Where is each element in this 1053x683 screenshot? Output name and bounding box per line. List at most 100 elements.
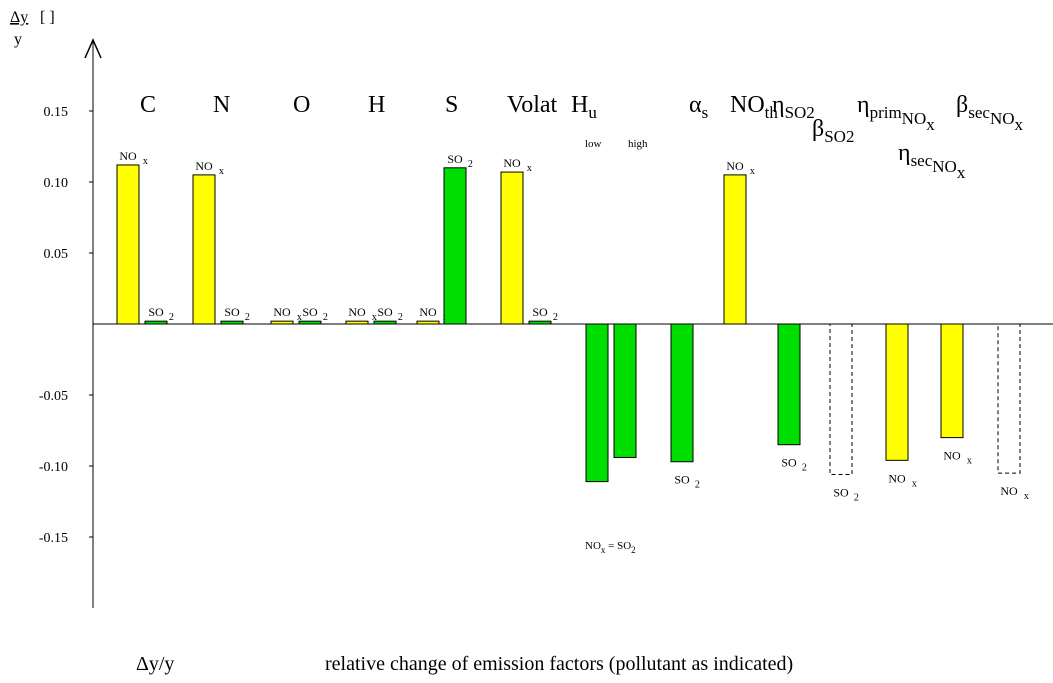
category-label-part: sec: [968, 103, 990, 122]
bar: [298, 320, 322, 325]
y-tick-label: 0.05: [44, 247, 69, 262]
bar-label-part: NO: [726, 159, 744, 173]
category-label-part: x: [957, 163, 966, 182]
bar-label-part: SO: [377, 305, 393, 319]
bar: [829, 323, 853, 476]
category-label-part: sec: [911, 151, 933, 170]
bar-label-part: NO: [195, 159, 213, 173]
category-label-part: u: [588, 103, 597, 122]
category-label-part: 2: [846, 127, 855, 146]
y-tick-label: 0.10: [44, 176, 69, 191]
bar-label: NO x: [726, 159, 755, 177]
bar-label-part: NO: [348, 305, 366, 319]
category-label-part: NO: [730, 92, 765, 118]
bar: [997, 323, 1021, 474]
bar-label-part: 2: [468, 159, 473, 170]
bar-label: NO x: [943, 449, 972, 467]
y-label-top: Δy: [10, 9, 28, 26]
bar-label-part: SO: [302, 305, 318, 319]
bar-label: SO 2: [224, 305, 250, 323]
annotation-part: NO: [585, 540, 601, 552]
bar-label: SO 2: [674, 473, 700, 491]
bar: [940, 323, 964, 439]
category-label-part: prim: [870, 103, 902, 122]
bar-label-part: SO: [148, 305, 164, 319]
category-label-part: th: [765, 103, 779, 122]
category-label: O: [293, 92, 310, 118]
bar-label: SO 2: [781, 456, 807, 474]
bar-label-part: x: [527, 163, 532, 174]
category-label-part: η: [898, 140, 911, 166]
bar: [885, 323, 909, 461]
category-label-part: NO: [902, 109, 927, 128]
bar-label-part: x: [912, 478, 917, 489]
category-label-part: η: [772, 92, 785, 118]
annotation: low: [585, 138, 602, 150]
bar: [416, 320, 440, 325]
bar-label-part: x: [967, 456, 972, 467]
category-label: βsecNOx: [956, 92, 1024, 134]
category-label-part: β: [812, 116, 824, 142]
annotation: high: [628, 138, 648, 150]
bar-label-part: SO: [674, 473, 690, 487]
bar-label-part: NO: [273, 305, 291, 319]
bar-label-part: 2: [695, 480, 700, 491]
bar: [116, 164, 140, 325]
category-label: Volat: [507, 92, 558, 118]
bar-label: SO 2: [833, 486, 859, 504]
category-label-part: x: [1015, 115, 1024, 134]
bar-label: NO x: [888, 471, 917, 489]
axis-arrow: [84, 38, 102, 59]
category-label-part: H: [571, 92, 588, 118]
bar-label-part: x: [219, 166, 224, 177]
bar: [443, 167, 467, 325]
category-label-part: x: [926, 115, 935, 134]
bar-label: SO 2: [532, 305, 558, 323]
y-label-unit: [ ]: [40, 9, 55, 26]
y-tick-label: -0.05: [39, 389, 68, 404]
bar-label-part: 2: [398, 312, 403, 323]
bar-label-part: x: [143, 156, 148, 167]
category-label: H: [368, 92, 385, 118]
y-tick-label: -0.10: [39, 460, 68, 475]
category-label-part: η: [857, 92, 870, 118]
bar-label-part: x: [372, 312, 377, 323]
bar-label-part: x: [750, 166, 755, 177]
bar-label-part: NO: [888, 471, 906, 485]
bar-label-part: NO: [419, 305, 437, 319]
category-label-part: SO: [824, 127, 846, 146]
bar-label-part: NO: [119, 149, 137, 163]
bar: [723, 174, 747, 325]
bar-label-part: SO: [447, 152, 463, 166]
y-tick-label: 0.15: [44, 105, 69, 120]
category-label: NOth: [730, 92, 778, 122]
category-label-part: NO: [990, 109, 1015, 128]
bar-label: NO x: [195, 159, 224, 177]
bar-label: SO 2: [377, 305, 403, 323]
annotation-part: x: [601, 545, 606, 555]
bar: [670, 323, 694, 463]
footer-symbol: Δy/y: [136, 653, 174, 675]
category-label: ηprimNOx: [857, 92, 935, 134]
category-label: ηSO2: [772, 92, 815, 122]
annotation-part: = SO: [605, 540, 631, 552]
bar: [192, 174, 216, 325]
bar: [777, 323, 801, 446]
category-label-part: SO: [785, 103, 807, 122]
bar-label: NO x: [273, 305, 302, 323]
category-label-part: H: [368, 92, 385, 118]
bar: [345, 320, 369, 325]
category-label-part: s: [702, 103, 709, 122]
bar-label: NO x: [348, 305, 377, 323]
y-tick-label: -0.15: [39, 531, 68, 546]
annotation-part: 2: [631, 545, 636, 555]
bar: [220, 320, 244, 325]
bar-label-part: 2: [802, 463, 807, 474]
category-label: αs: [689, 92, 708, 122]
bar-label: NO x: [503, 156, 532, 174]
bar: [585, 323, 609, 483]
category-label: N: [213, 92, 230, 118]
bar-label-part: SO: [833, 486, 849, 500]
category-label-part: Volat: [507, 92, 558, 118]
bar: [270, 320, 294, 325]
